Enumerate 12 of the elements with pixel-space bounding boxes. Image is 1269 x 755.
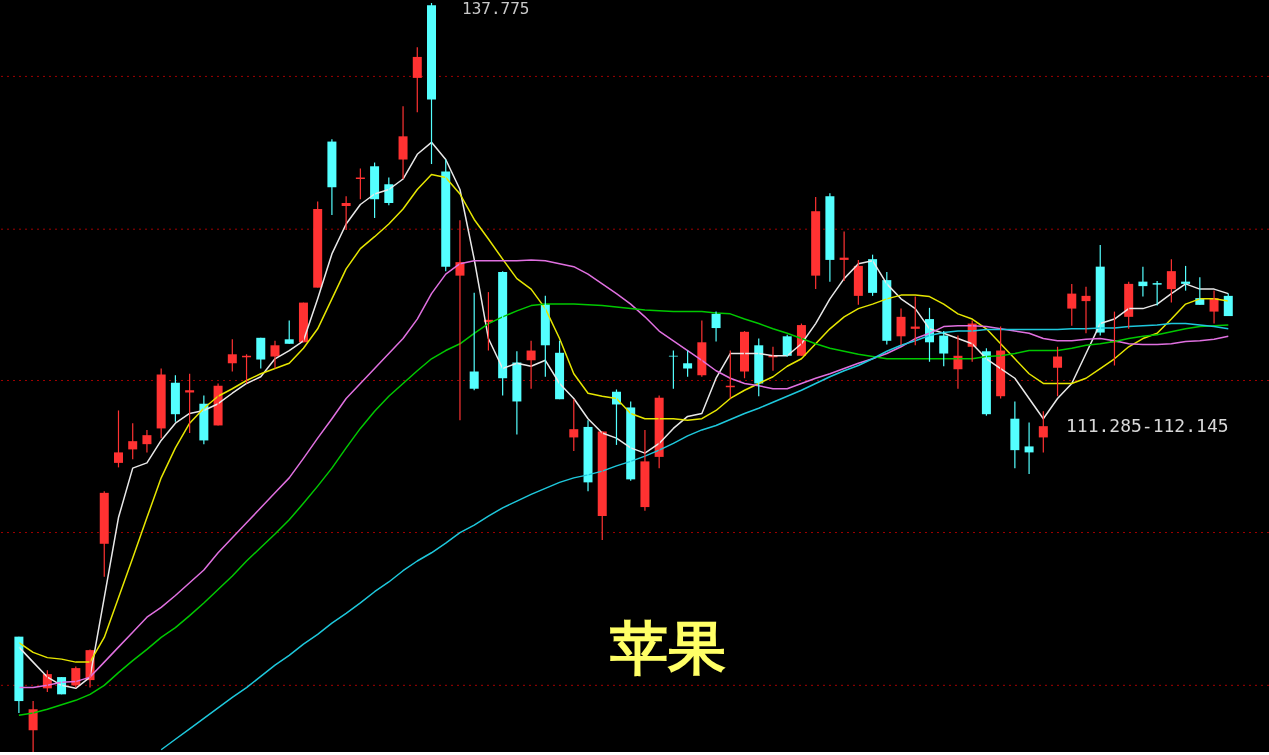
candlestick: [256, 337, 266, 370]
annotation: 苹果: [609, 614, 726, 682]
candlestick: [668, 349, 678, 390]
candlestick: [113, 409, 123, 468]
candlestick: [1152, 280, 1162, 307]
candlestick: [427, 2, 437, 165]
candlestick: [284, 319, 294, 345]
annotation: 137.775: [462, 0, 530, 18]
candlestick: [811, 196, 821, 290]
candlestick: [298, 302, 308, 343]
candlestick: [683, 349, 693, 378]
annotation: 111.285-112.145: [1066, 415, 1229, 436]
